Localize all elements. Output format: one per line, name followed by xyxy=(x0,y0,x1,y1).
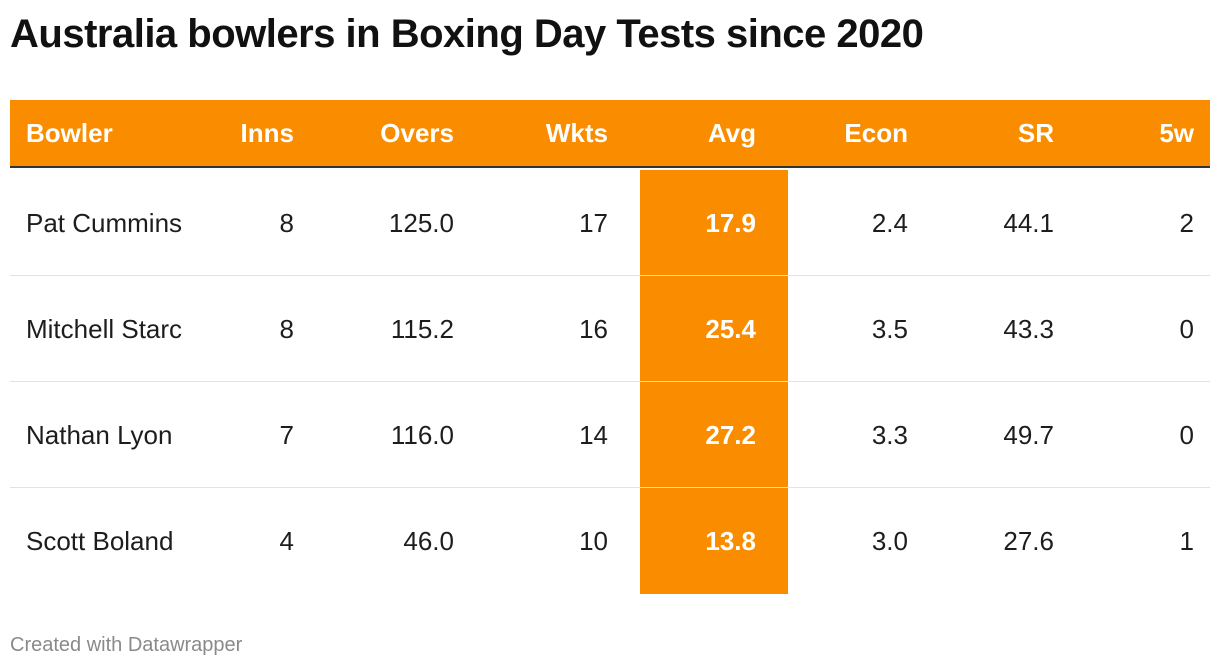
bowler-name: Mitchell Starc xyxy=(26,314,183,344)
cell-wkts: 16 xyxy=(579,313,608,344)
cell-avg: 27.2 xyxy=(705,419,756,450)
column-header-inns: Inns xyxy=(240,118,294,148)
chart-title: Australia bowlers in Boxing Day Tests si… xyxy=(10,12,924,56)
column-header-avg: Avg xyxy=(707,118,756,148)
cell-overs: 125.0 xyxy=(388,207,454,238)
cell-overs: 115.2 xyxy=(390,313,454,344)
table-header: Bowler Inns Overs Wkts Avg Econ SR 5w xyxy=(10,100,1210,168)
column-header-sr: SR xyxy=(1017,118,1054,148)
cell-sr: 44.1 xyxy=(1003,207,1054,238)
column-header-econ: Econ xyxy=(844,118,908,148)
cell-sr: 49.7 xyxy=(1003,419,1054,450)
cell-econ: 3.0 xyxy=(871,525,908,556)
cell-econ: 3.5 xyxy=(871,313,908,344)
cell-avg: 25.4 xyxy=(705,313,756,344)
table-row: Mitchell Starc 8 115.2 16 25.4 3.5 43.3 0 xyxy=(10,276,1210,382)
cell-econ: 3.3 xyxy=(871,419,908,450)
cell-inns: 4 xyxy=(279,525,294,556)
table-row: Scott Boland 4 46.0 10 13.8 3.0 27.6 1 xyxy=(10,488,1210,594)
column-header-wkts: Wkts xyxy=(545,118,608,148)
column-header-5w: 5w xyxy=(1159,118,1194,148)
bowler-name: Pat Cummins xyxy=(26,208,183,238)
cell-5w: 0 xyxy=(1179,313,1194,344)
cell-inns: 8 xyxy=(279,207,294,238)
cell-5w: 2 xyxy=(1179,207,1194,238)
column-header-bowler: Bowler xyxy=(26,118,113,148)
cell-wkts: 10 xyxy=(579,525,608,556)
cell-sr: 27.6 xyxy=(1003,525,1054,556)
table-row: Nathan Lyon 7 116.0 14 27.2 3.3 49.7 0 xyxy=(10,382,1210,488)
bowler-name: Nathan Lyon xyxy=(26,420,173,450)
cell-inns: 8 xyxy=(279,313,294,344)
cell-wkts: 17 xyxy=(579,207,608,238)
cell-overs: 46.0 xyxy=(403,525,454,556)
column-header-overs: Overs xyxy=(380,118,454,148)
footer-credit: Created with Datawrapper xyxy=(10,634,243,656)
cell-5w: 0 xyxy=(1179,419,1194,450)
cell-avg: 17.9 xyxy=(705,207,756,238)
cell-5w: 1 xyxy=(1179,525,1194,556)
cell-inns: 7 xyxy=(279,419,294,450)
cell-avg: 13.8 xyxy=(705,525,756,556)
table-row: Pat Cummins 8 125.0 17 17.9 2.4 44.1 2 xyxy=(10,170,1210,276)
cell-sr: 43.3 xyxy=(1003,313,1054,344)
avg-column-highlight xyxy=(640,170,788,594)
cell-overs: 116.0 xyxy=(390,419,454,450)
cell-wkts: 14 xyxy=(579,419,608,450)
bowler-name: Scott Boland xyxy=(26,526,174,556)
cell-econ: 2.4 xyxy=(871,207,908,238)
